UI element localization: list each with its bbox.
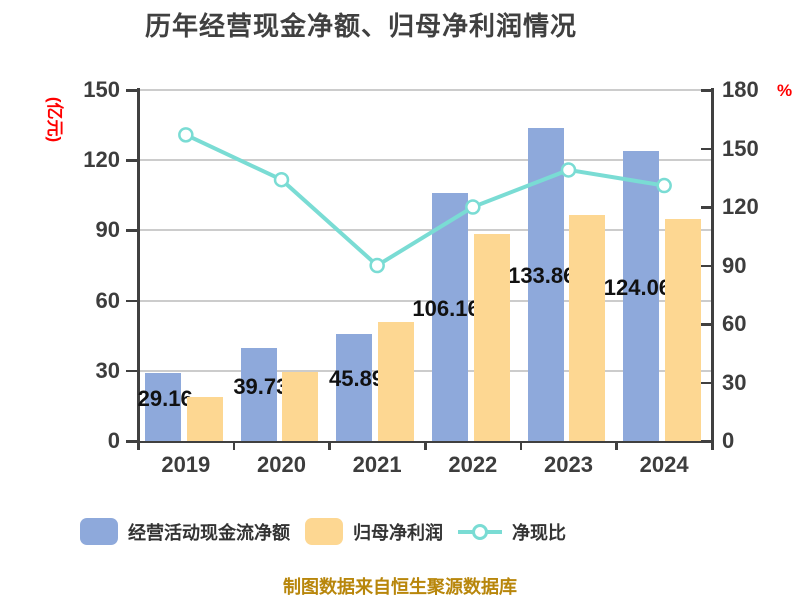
line-marker	[465, 199, 481, 215]
y-axis-tick-label-left: 120	[83, 147, 120, 173]
y-axis-tick-label-left: 0	[107, 428, 120, 453]
legend-label-operating-cashflow: 经营活动现金流净额	[128, 522, 290, 543]
y-axis-tick-label-right: 120	[722, 194, 759, 219]
x-axis-label: 2024	[639, 452, 689, 477]
y-axis-tick-left	[126, 229, 138, 232]
y-axis-tick-label-right: 60	[722, 311, 747, 336]
line-marker	[369, 257, 385, 274]
gridline	[138, 89, 712, 91]
y-axis-tick-left	[126, 299, 138, 303]
y-axis-tick-right	[701, 440, 712, 443]
line-marker	[656, 177, 672, 194]
legend-label-net-profit: 归母净利润	[353, 522, 443, 543]
y-axis-tick-right	[701, 89, 712, 92]
chart-title: 历年经营现金净额、归母净利润情况	[144, 11, 577, 41]
y-axis-tick-label-left: 60	[95, 287, 120, 313]
x-axis-tick	[328, 442, 331, 450]
y-axis-tick-label-right: 90	[722, 252, 747, 278]
legend-line-marker-icon	[458, 518, 502, 545]
x-axis-tick	[711, 442, 714, 450]
legend-label-net-cash-ratio: 净现比	[512, 522, 566, 543]
x-axis	[126, 440, 714, 443]
x-axis-label: 2021	[352, 452, 402, 477]
x-axis-label: 2023	[544, 452, 593, 477]
legend-swatch-operating-cashflow	[80, 518, 118, 545]
orange-bar	[378, 322, 415, 441]
x-axis-label: 2019	[161, 452, 211, 477]
right-axis-unit-label: %	[777, 81, 793, 100]
legend: 经营活动现金流净额 归母净利润 净现比	[80, 518, 581, 545]
y-axis-tick-label-right: 150	[722, 135, 759, 161]
orange-bar	[282, 371, 319, 441]
gridline	[138, 369, 712, 372]
bar-value-label: 45.89	[328, 366, 385, 392]
y-axis-tick-right	[701, 147, 712, 150]
y-axis-tick-label-left: 150	[83, 77, 120, 102]
x-axis-tick	[137, 442, 140, 450]
y-axis-tick-label-left: 30	[95, 357, 120, 383]
y-axis-left	[137, 88, 140, 444]
x-axis-tick	[519, 442, 523, 450]
y-axis-tick-right	[701, 206, 712, 209]
bar-value-label: 29.16	[137, 385, 193, 411]
y-axis-right	[711, 88, 714, 444]
data-source-note: 制图数据来自恒生聚源数据库	[283, 577, 517, 597]
bar-value-label: 106.16	[412, 295, 480, 321]
y-axis-tick-left	[126, 159, 138, 162]
y-axis-tick-left	[126, 89, 138, 92]
line-marker	[178, 127, 194, 143]
x-axis-label: 2020	[257, 452, 306, 477]
blue-bar	[336, 333, 373, 441]
x-axis-tick	[615, 442, 618, 450]
x-axis-label: 2022	[448, 452, 498, 477]
y-axis-tick-right	[701, 264, 712, 267]
y-axis-tick-right	[701, 381, 712, 384]
y-axis-tick-left	[126, 440, 138, 443]
bar-value-label: 39.73	[233, 373, 289, 399]
line-marker	[560, 162, 577, 178]
gridline	[138, 299, 712, 302]
y-axis-tick-left	[126, 369, 138, 373]
y-axis-tick-label-right: 30	[722, 369, 747, 395]
orange-bar	[569, 215, 606, 441]
blue-bar	[240, 348, 277, 441]
bar-value-label: 133.86	[508, 263, 576, 289]
bar-value-label: 124.06	[603, 274, 672, 300]
y-axis-tick-right	[701, 323, 712, 326]
y-axis-tick-label-right: 180	[722, 77, 759, 102]
x-axis-tick	[232, 442, 236, 450]
blue-bar	[145, 372, 181, 441]
legend-swatch-net-profit	[305, 518, 343, 545]
y-axis-tick-label-left: 90	[95, 217, 120, 243]
line-marker	[273, 171, 290, 188]
y-axis-tick-label-right: 0	[722, 428, 735, 453]
orange-bar	[665, 218, 702, 441]
x-axis-tick	[424, 442, 427, 450]
orange-bar	[186, 397, 223, 441]
orange-bar	[473, 233, 510, 441]
